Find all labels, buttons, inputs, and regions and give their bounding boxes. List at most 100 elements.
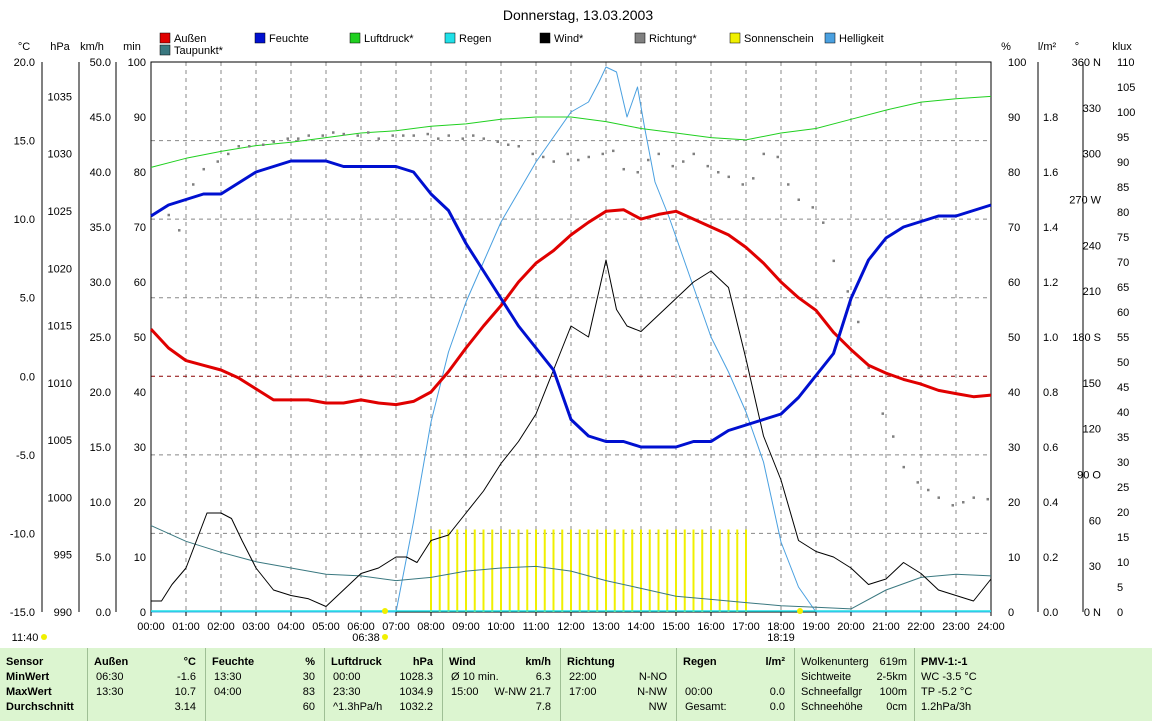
direction-point-22: [426, 132, 429, 136]
legend-swatch-richtung: [634, 32, 646, 44]
tick-brightness_klux-20: 10: [1117, 557, 1129, 569]
sunrise-marker-icon: [382, 608, 388, 614]
direction-point-58: [846, 290, 849, 293]
tick-sun_min-0: 100: [128, 57, 146, 69]
tick-rain_lm2-0: 1.8: [1043, 112, 1058, 124]
tick-wind_kmh-1: 45.0: [90, 112, 111, 124]
tick-wind_kmh-2: 40.0: [90, 167, 111, 179]
tick-sun_min-5: 50: [134, 332, 146, 344]
tick-brightness_klux-5: 85: [1117, 182, 1129, 194]
stats-column-1: Außen °C 06:30 -1.6 13:30 10.7 3.14: [88, 648, 206, 721]
direction-point-63: [902, 465, 905, 469]
direction-point-59: [857, 320, 860, 324]
tick-brightness_klux-15: 35: [1117, 432, 1129, 444]
direction-point-35: [577, 158, 580, 162]
tick-pressure_hpa-8: 995: [54, 550, 72, 562]
tick-brightness_klux-2: 100: [1117, 107, 1135, 119]
direction-point-55: [811, 206, 814, 209]
direction-point-5: [227, 152, 230, 156]
legend-label-helligkeit: Helligkeit: [839, 33, 884, 45]
tick-x-0: 00:00: [137, 621, 165, 633]
direction-point-53: [787, 183, 790, 186]
series-helligkeit: [151, 66, 991, 613]
direction-point-32: [542, 155, 545, 159]
stats-value-1-2: 3.14: [174, 701, 196, 713]
legend-swatch-luftdruck: [349, 32, 361, 44]
tick-x-21: 21:00: [872, 621, 900, 633]
tick-brightness_klux-22: 0: [1117, 607, 1123, 619]
series-taupunkt: [150, 525, 992, 610]
tick-direction_deg-2: 300: [1083, 149, 1101, 161]
tick-x-24: 24:00: [977, 621, 1005, 633]
series-wind: [151, 259, 992, 607]
sun-icon-left: [41, 634, 47, 640]
tick-pressure_hpa-7: 1000: [48, 492, 72, 504]
stats-extra-value-1: 2-5km: [876, 671, 907, 683]
tick-x-16: 16:00: [697, 621, 725, 633]
tick-pressure_hpa-5: 1010: [48, 378, 72, 390]
chart-axes: [41, 62, 1084, 612]
weather-chart: Donnerstag, 13.03.2003 Außen Feuchte Luftd…: [10, 7, 1135, 644]
direction-point-48: [727, 175, 730, 179]
tick-humidity_pct-5: 50: [1008, 332, 1020, 344]
stats-column-6: Regen l/m² 00:00 0.0 Gesamt: 0.0: [677, 648, 795, 721]
tick-x-14: 14:00: [627, 621, 655, 633]
pmv-line-0: WC -3.5 °C: [921, 671, 977, 683]
direction-point-45: [692, 152, 695, 156]
stats-time-3-1: 23:30: [333, 686, 361, 698]
tick-rain_lm2-1: 1.6: [1043, 167, 1058, 179]
tick-humidity_pct-4: 60: [1008, 277, 1020, 289]
stats-extra: Wolkenunterg 619m Sichtweite 2-5km Schneefal…: [795, 648, 915, 721]
direction-point-24: [447, 134, 450, 137]
stats-time-4-1: 15:00: [451, 686, 479, 698]
stats-time-6-2: Gesamt:: [685, 701, 727, 713]
direction-point-10: [286, 137, 289, 140]
direction-point-61: [881, 412, 884, 415]
tick-x-11: 11:00: [523, 621, 550, 633]
stats-column-2: Feuchte% 13:30 30 04:00 83 60: [206, 648, 325, 721]
stats-header-4: Wind: [449, 656, 476, 668]
tick-direction_deg-11: 30: [1089, 561, 1101, 573]
tick-brightness_klux-17: 25: [1117, 482, 1129, 494]
stats-value-5-1: N-NW: [637, 686, 667, 698]
direction-point-17: [367, 131, 370, 134]
tick-wind_kmh-7: 15.0: [90, 442, 111, 454]
stats-rowlabel-2: Durchschnitt: [6, 701, 74, 713]
stats-column-5: Richtung 22:00 N-NO 17:00 N-NW NW: [561, 648, 677, 721]
direction-point-34: [566, 152, 569, 156]
direction-point-9: [272, 140, 275, 143]
tick-x-20: 20:00: [837, 621, 865, 633]
stats-extra-value-2: 100m: [879, 686, 907, 698]
stats-rowlabel-0: MinWert: [6, 671, 50, 683]
tick-rain_lm2-5: 0.8: [1043, 387, 1058, 399]
stats-value-2-2: 60: [302, 701, 315, 713]
tick-temp_c-7: -15.0: [10, 607, 35, 619]
tick-x-1: 01:00: [172, 621, 200, 633]
stats-time-5-0: 22:00: [569, 671, 597, 683]
axis-units: °C hPa km/h min% l/m² ° klux: [18, 41, 1132, 53]
legend-label-feuchte: Feuchte: [269, 33, 309, 45]
stats-header-3: Luftdruck: [331, 656, 382, 668]
stats-value-5-2: NW: [648, 701, 667, 713]
tick-brightness_klux-19: 15: [1117, 532, 1129, 544]
legend-label-richtung: Richtung*: [649, 33, 697, 45]
legend-label-sonnenschein: Sonnenschein: [744, 33, 814, 45]
direction-point-1: [178, 229, 181, 232]
tick-humidity_pct-0: 100: [1008, 57, 1026, 69]
tick-rain_lm2-2: 1.4: [1043, 222, 1058, 234]
direction-point-31: [531, 152, 534, 156]
direction-point-29: [507, 143, 510, 146]
stats-unit-4: km/h: [525, 656, 551, 668]
stats-extra-label-2: Schneefallgr: [801, 686, 863, 698]
tick-rain_lm2-8: 0.2: [1043, 552, 1058, 564]
tick-wind_kmh-9: 5.0: [96, 552, 111, 564]
tick-wind_kmh-6: 20.0: [90, 387, 111, 399]
stats-header-5: Richtung: [567, 656, 615, 668]
tick-x-19: 19:00: [802, 621, 830, 633]
stats-value-6-1: 0.0: [769, 686, 785, 698]
tick-direction_deg-7: 150: [1083, 378, 1101, 390]
legend-label-wind: Wind*: [554, 33, 584, 45]
legend-swatch-wind: [539, 32, 551, 44]
tick-rain_lm2-3: 1.2: [1043, 277, 1058, 289]
tick-rain_lm2-4: 1.0: [1043, 332, 1058, 344]
